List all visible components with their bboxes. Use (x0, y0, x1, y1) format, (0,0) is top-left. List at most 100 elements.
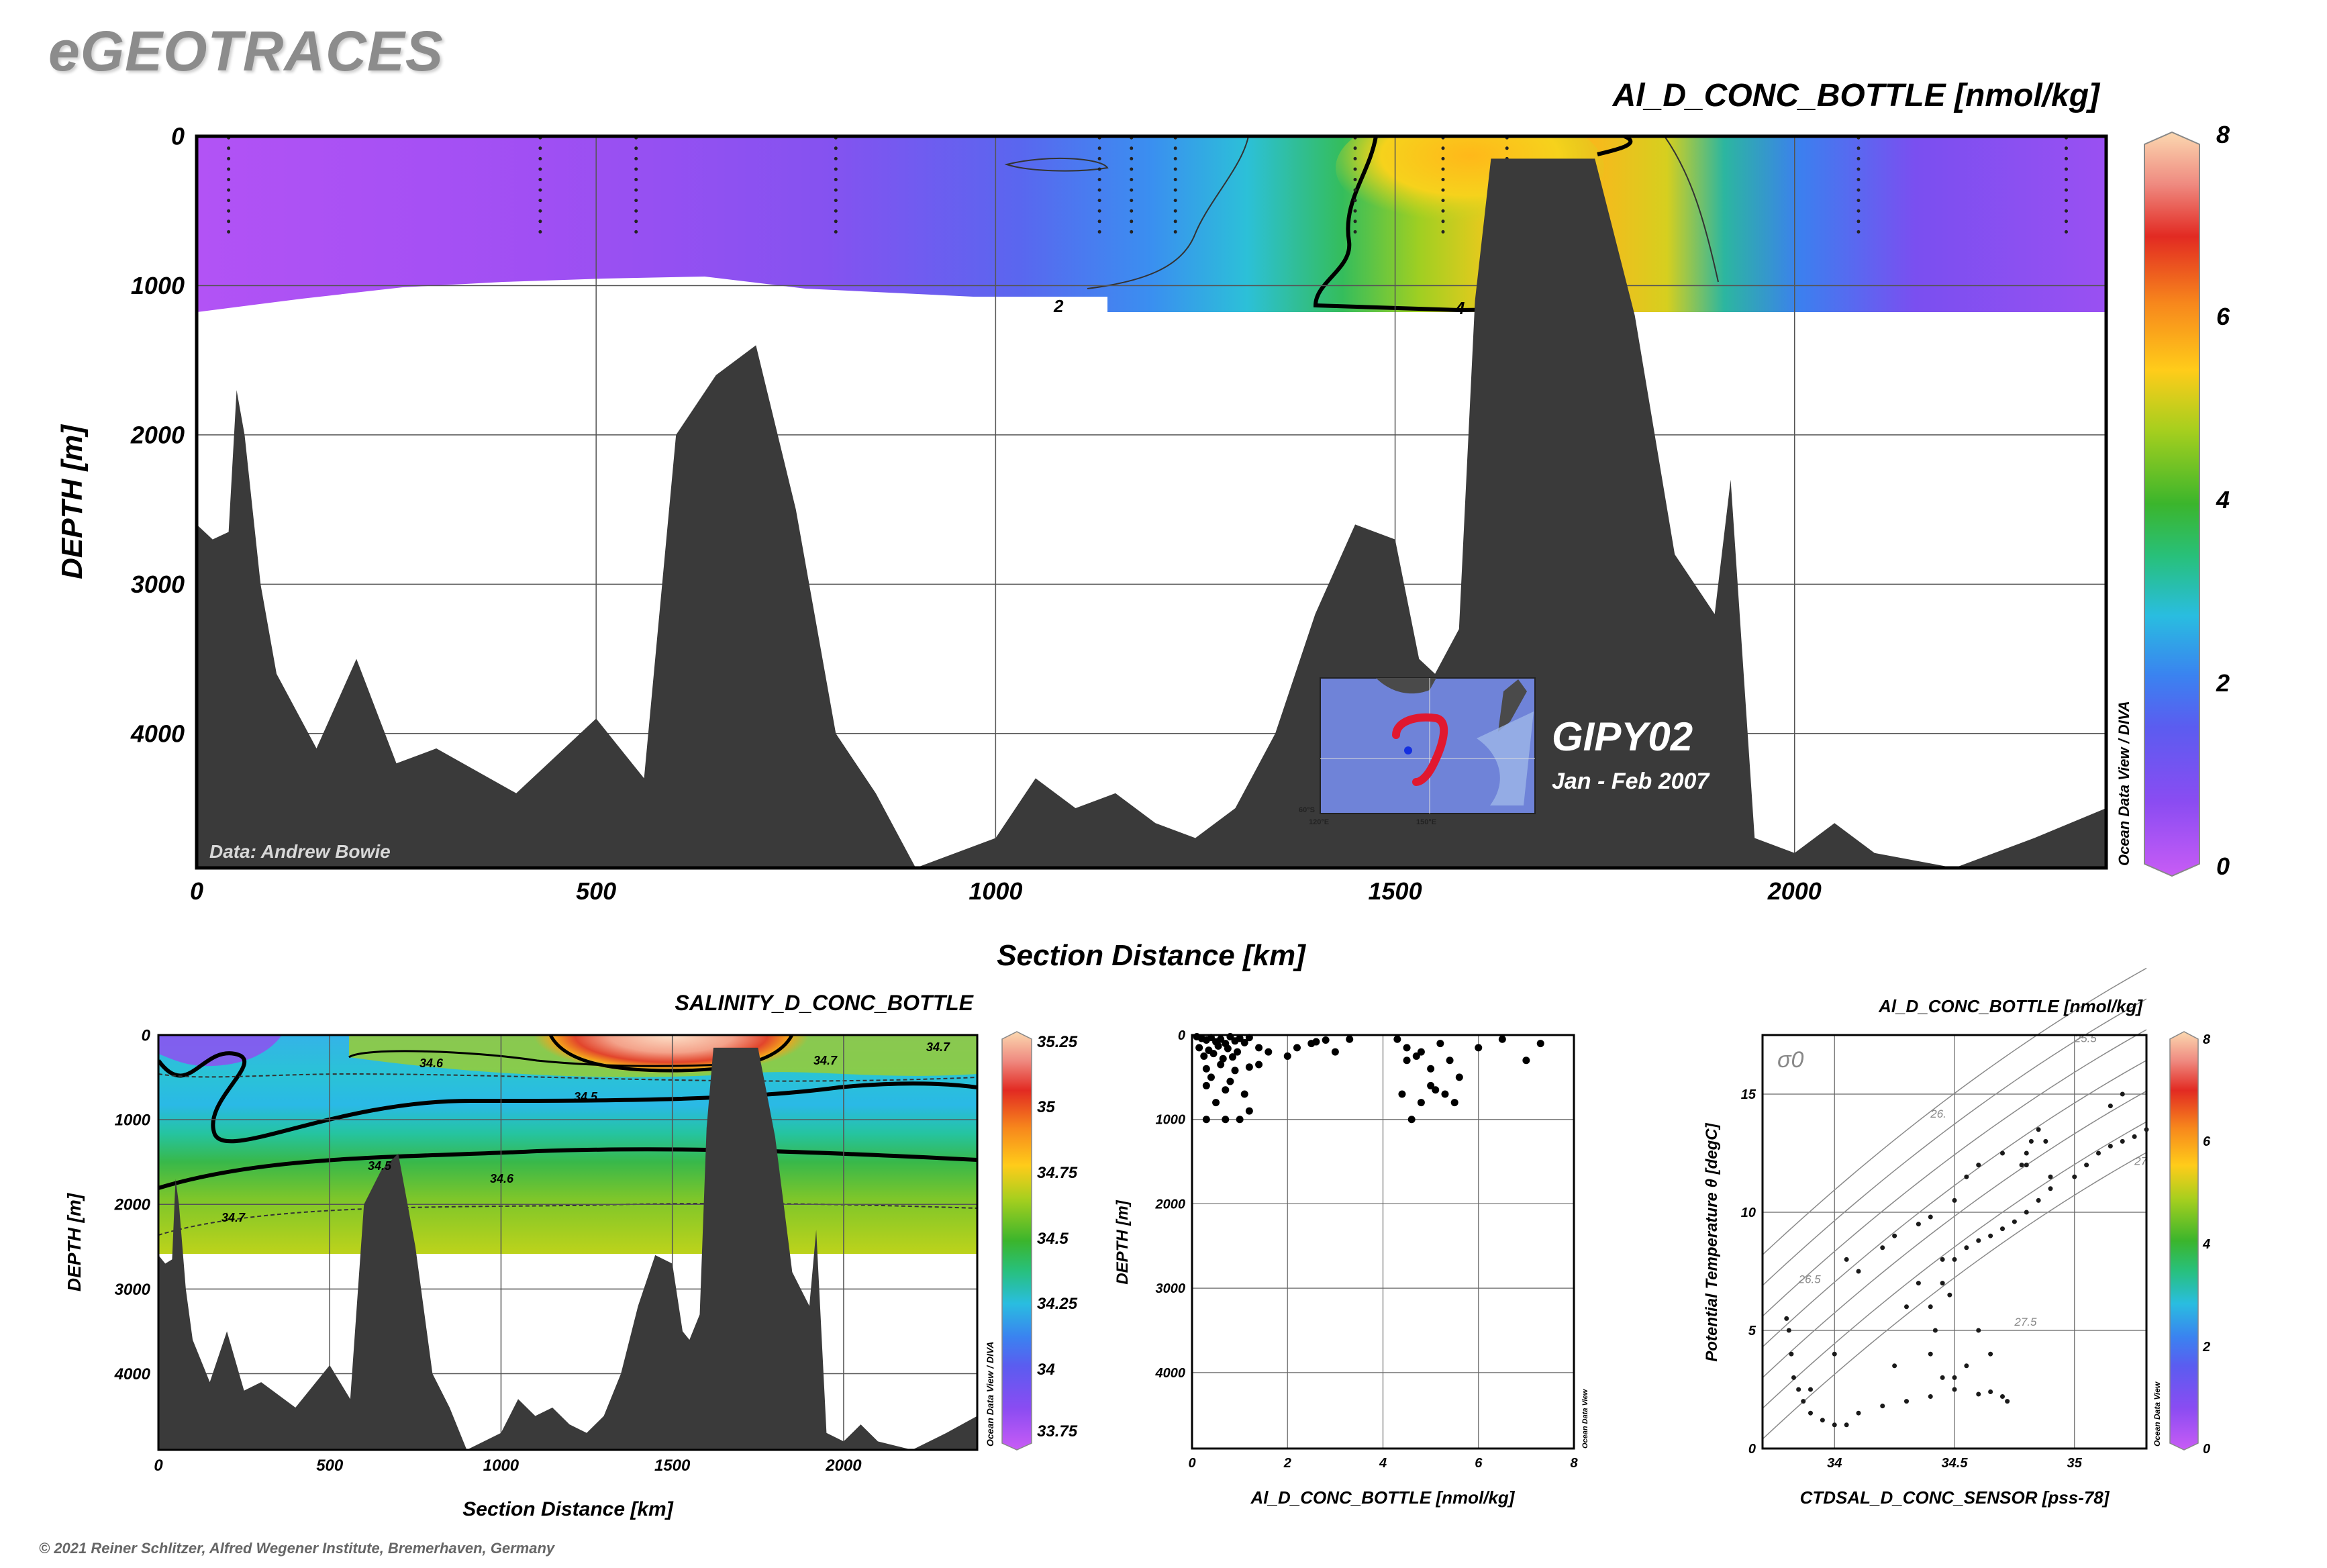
data-point (1820, 1418, 1825, 1423)
station-sample-dot (834, 178, 838, 182)
data-point (1928, 1351, 1933, 1357)
data-point (1916, 1222, 1921, 1227)
station-sample-dot (1856, 219, 1861, 224)
main-y-axis-label: DEPTH [m] (56, 424, 89, 579)
data-point (1322, 1036, 1330, 1044)
isopycnal-line (1762, 1060, 2147, 1348)
station-sample-dot (1353, 167, 1357, 171)
station-sample-dot (1353, 219, 1357, 224)
salinity-contour-label: 34.6 (419, 1057, 444, 1070)
data-point (1441, 1090, 1449, 1098)
data-point (1880, 1245, 1885, 1251)
data-point (1228, 1053, 1236, 1061)
station-sample-dot (2064, 167, 2068, 171)
data-point (1856, 1269, 1861, 1274)
data-point (1446, 1057, 1454, 1065)
data-point (1417, 1099, 1425, 1107)
salinity-contour-label: 34.5 (574, 1090, 598, 1104)
data-point (1796, 1387, 1801, 1392)
data-credit: Data: Andrew Bowie (209, 841, 391, 862)
x-tick-label: 0 (1188, 1456, 1195, 1471)
ts-colorbar-tick: 4 (2202, 1237, 2210, 1252)
x-tick-label: 4 (1379, 1456, 1387, 1471)
x-tick-label: 1500 (1369, 877, 1422, 905)
data-point (1224, 1044, 1232, 1052)
station-sample-dot (1173, 178, 1177, 182)
salinity-contour-label: 34.7 (813, 1054, 838, 1067)
data-point (1928, 1214, 1933, 1220)
x-tick-label: 35 (2067, 1456, 2083, 1471)
isopycnal-label: 25.5 (2074, 1032, 2097, 1045)
salinity-colorbar-tick: 34.5 (1037, 1230, 1069, 1248)
x-tick-label: 500 (576, 877, 616, 905)
data-point (1393, 1035, 1401, 1043)
data-point (2048, 1186, 2053, 1191)
y-tick-label: 3000 (115, 1281, 151, 1299)
data-point (1245, 1107, 1253, 1115)
data-point (1412, 1052, 1420, 1060)
salinity-contour-34-6 (158, 1147, 977, 1190)
data-point (1403, 1057, 1411, 1065)
data-point (1940, 1257, 1945, 1262)
data-point (1427, 1065, 1435, 1073)
station-sample-dot (1130, 209, 1134, 213)
station-sample-dot (1441, 219, 1445, 224)
isopycnal-label: 26.5 (1798, 1273, 1822, 1286)
data-point (1209, 1050, 1218, 1058)
data-point (1231, 1067, 1239, 1075)
salinity-contour-34-5 (158, 1051, 977, 1144)
station-sample-dot (538, 230, 542, 234)
data-point (2120, 1138, 2125, 1144)
ts-colorbar-tick: 6 (2203, 1134, 2211, 1149)
station-sample-dot (1353, 156, 1357, 160)
al-depth-plot-frame (1191, 1034, 1575, 1450)
station-sample-dot (1353, 146, 1357, 150)
data-point (1789, 1351, 1794, 1357)
inset-map-lat-label: 60°S (1299, 806, 1315, 814)
station-sample-dot (1097, 199, 1101, 203)
data-point (2000, 1394, 2005, 1400)
x-tick-label: 34.5 (1942, 1456, 1969, 1471)
main-section-plot (197, 136, 2106, 313)
isopycnal-line (1762, 1029, 2147, 1317)
data-point (1222, 1086, 1230, 1094)
station-sample-dot (538, 178, 542, 182)
data-point (1928, 1304, 1933, 1310)
station-sample-dot (834, 188, 838, 192)
station-sample-dot (1441, 167, 1445, 171)
y-tick-label: 2000 (1155, 1197, 1186, 1212)
data-point (1217, 1061, 1225, 1069)
data-point (1200, 1052, 1208, 1060)
copyright-text: © 2021 Reiner Schlitzer, Alfred Wegener … (39, 1540, 555, 1557)
station-sample-dot (1097, 146, 1101, 150)
data-point (1522, 1057, 1530, 1065)
data-point (2036, 1127, 2041, 1132)
data-point (2120, 1091, 2125, 1097)
data-point (1964, 1174, 1969, 1179)
main-contour-4 (1313, 136, 1551, 313)
station-sample-dot (834, 230, 838, 234)
isopycnal-line (1762, 1121, 2147, 1409)
data-point (1808, 1387, 1813, 1392)
y-tick-label: 4000 (114, 1365, 151, 1383)
station-sample-dot (1130, 188, 1134, 192)
main-contour-2 (1087, 136, 1249, 289)
station-sample-dot (1130, 230, 1134, 234)
station-sample-dot (1173, 188, 1177, 192)
data-point (1403, 1044, 1411, 1052)
main-chart-title: Al_D_CONC_BOTTLE [nmol/kg] (1612, 78, 2101, 113)
data-point (2024, 1163, 2029, 1168)
cruise-dates: Jan - Feb 2007 (1552, 769, 1710, 794)
al-depth-axis-ticks: 0 2 4 6 8 0 1000 2000 3000 4000 (1155, 1028, 1579, 1471)
data-point (1988, 1233, 1993, 1238)
al-depth-x-axis-label: Al_D_CONC_BOTTLE [nmol/kg] (1250, 1487, 1516, 1508)
inset-map-new-zealand (1498, 679, 1527, 732)
data-point (1195, 1044, 1203, 1052)
data-point (2024, 1150, 2029, 1156)
station-sample-dot (1173, 219, 1177, 224)
data-point (2005, 1399, 2010, 1404)
data-point (1844, 1422, 1849, 1428)
data-point (2108, 1143, 2113, 1148)
station-sample-dot (2064, 230, 2068, 234)
